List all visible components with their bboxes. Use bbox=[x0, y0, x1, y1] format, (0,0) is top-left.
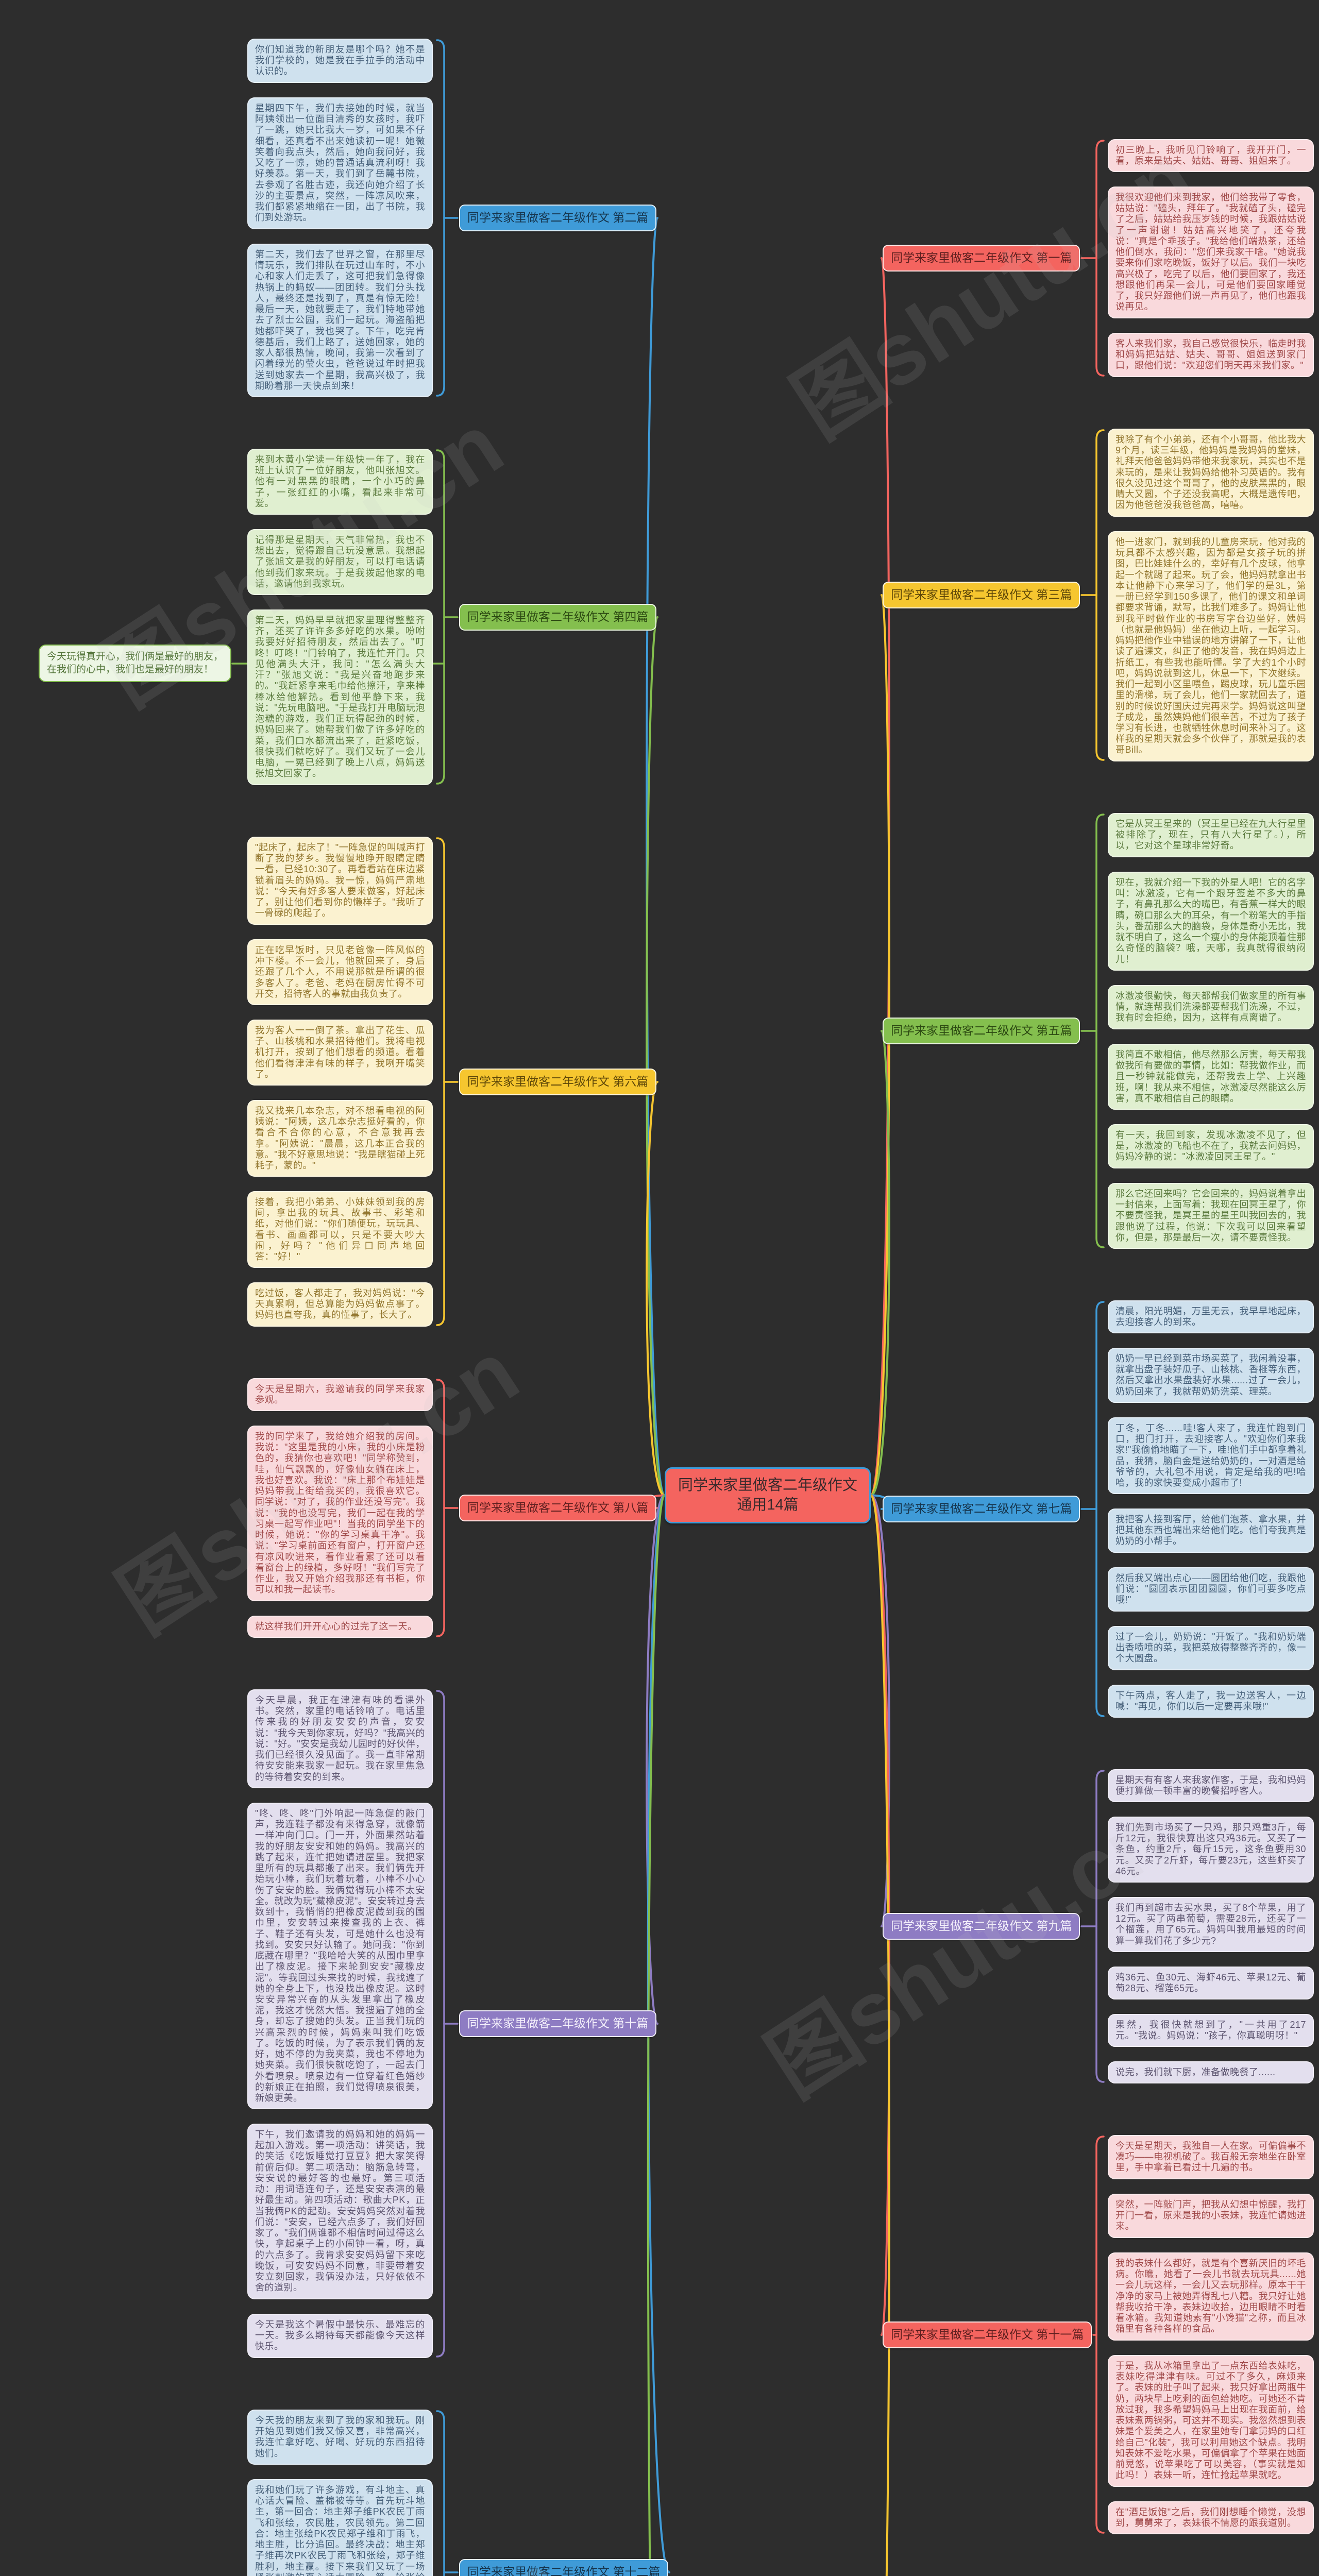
branch-label-node[interactable]: 同学来家里做客二年级作文 第十一篇 bbox=[883, 2321, 1092, 2348]
essay-paragraph-node[interactable]: 我把客人接到客厅，给他们泡茶、拿水果，并把其他东西也端出来给他们吃。他们夸我真是… bbox=[1108, 1509, 1314, 1553]
essay-paragraph-node[interactable]: 奶奶一早已经到菜市场买菜了，我闲着没事，就拿出盘子装好瓜子、山核桃、香榧等东西，… bbox=[1108, 1348, 1314, 1403]
essay-paragraph-node[interactable]: "咚、咚、咚"门外响起一阵急促的敲门声，我连鞋子都没有来得急穿，就像箭一样冲向门… bbox=[247, 1803, 433, 2110]
essay-paragraph-node[interactable]: 果然，我很快就想到了，"一共用了217元。"我说。妈妈说："孩子，你真聪明呀！" bbox=[1108, 2014, 1314, 2047]
essay-paragraph-node[interactable]: 我和她们玩了许多游戏，有斗地主、真心话大冒险、盖棉被等等。首先玩斗地主，第一回合… bbox=[247, 2479, 433, 2576]
essay-paragraph-node[interactable]: 第二天，妈妈早早就把家里理得整整齐齐，还买了许许多多好吃的水果。吩咐我要好好招待… bbox=[247, 609, 433, 785]
center-topic-node[interactable]: 同学来家里做客二年级作文通用14篇 bbox=[665, 1467, 871, 1523]
essay-paragraph-node[interactable]: 丁冬，丁冬......哇!客人来了，我连忙跑到门口，把门打开，去迎接客人。"欢迎… bbox=[1108, 1417, 1314, 1495]
essay-paragraph-node[interactable]: 我很欢迎他们来到我家，他们给我带了零食，姑姑说："磕头，拜年了。"我就磕了头，磕… bbox=[1108, 187, 1314, 318]
essay-paragraph-node[interactable]: 我的同学来了，我给她介绍我的房间。我说："这里是我的小床，我的小床是粉色的，我猜… bbox=[247, 1426, 433, 1601]
essay-paragraph-node[interactable]: 我们再到超市去买水果，买了8个苹果，用了12元。买了两串葡萄，需要28元，还买了… bbox=[1108, 1897, 1314, 1952]
essay-paragraph-node[interactable]: 今天我的朋友来到了我的家和我玩。刚开始见到她们我又惊又喜，非常高兴，我连忙拿好吃… bbox=[247, 2410, 433, 2465]
essay-paragraph-node[interactable]: 吃过饭，客人都走了，我对妈妈说："今天真累啊，但总算能为妈妈做点事了。妈妈也直夸… bbox=[247, 1282, 433, 1327]
essay-paragraph-node[interactable]: 有一天，我回到家，发现冰激凌不见了，但是，冰激凌的飞船也不在了，我就去问妈妈，妈… bbox=[1108, 1124, 1314, 1168]
floating-note-node[interactable]: 今天玩得真开心，我们俩是最好的朋友，在我们的心中，我们也是最好的朋友！ bbox=[39, 645, 231, 683]
essay-paragraph-node[interactable]: 我又找来几本杂志，对不想看电视的阿姨说："阿姨，这几本杂志挺好看的，你看合不合你… bbox=[247, 1100, 433, 1177]
branch-label-node[interactable]: 同学来家里做客二年级作文 第三篇 bbox=[883, 582, 1080, 608]
essay-paragraph-node[interactable]: 来到木黄小学读一年级快一年了，我在班上认识了一位好朋友，他叫张旭文。他有一对黑黑… bbox=[247, 449, 433, 515]
essay-paragraph-node[interactable]: 下午两点，客人走了，我一边送客人，一边喊："再见，你们以后一定要再来哦!" bbox=[1108, 1685, 1314, 1718]
essay-paragraph-node[interactable]: 今天早晨，我正在津津有味的看课外书。突然，家里的电话铃响了。电话里传来我的好朋友… bbox=[247, 1689, 433, 1788]
essay-paragraph-node[interactable]: 客人来我们家，我自己感觉很快乐，临走时我和妈妈把姑姑、姑夫、哥哥、姐姐送到家门口… bbox=[1108, 333, 1314, 377]
essay-paragraph-node[interactable]: 你们知道我的新朋友是哪个吗？她不是我们学校的，她是我在手拉手的活动中认识的。 bbox=[247, 39, 433, 83]
essay-paragraph-node[interactable]: 冰激凌很勤快，每天都帮我们做家里的所有事情，就连帮我们洗澡都要帮我们洗澡，不过，… bbox=[1108, 985, 1314, 1029]
branch-label-node[interactable]: 同学来家里做客二年级作文 第十二篇 bbox=[459, 2559, 669, 2576]
essay-paragraph-node[interactable]: 星期四下午，我们去接她的时候，就当阿姨领出一位面目清秀的女孩时，我吓了一跳，她只… bbox=[247, 97, 433, 229]
branch-label-node[interactable]: 同学来家里做客二年级作文 第七篇 bbox=[883, 1496, 1080, 1522]
essay-paragraph-node[interactable]: 下午，我们邀请我的妈妈和她的妈妈一起加入游戏。第一项活动：讲笑话，我的笑话《吃饭… bbox=[247, 2124, 433, 2299]
essay-paragraph-node[interactable]: 它是从冥王星来的（冥王星已经在九大行星里被排除了，现在，只有八大行星了。），所以… bbox=[1108, 813, 1314, 857]
essay-paragraph-node[interactable]: 清晨，阳光明媚，万里无云，我早早地起床，去迎接客人的到来。 bbox=[1108, 1300, 1314, 1334]
branch-label-node[interactable]: 同学来家里做客二年级作文 第六篇 bbox=[459, 1069, 657, 1095]
essay-paragraph-node[interactable]: 他一进家门，就到我的儿童房来玩，他对我的玩具都不太感兴趣，因为都是女孩子玩的拼图… bbox=[1108, 531, 1314, 761]
branch-label-node[interactable]: 同学来家里做客二年级作文 第十篇 bbox=[459, 2010, 657, 2037]
branch-label-node[interactable]: 同学来家里做客二年级作文 第八篇 bbox=[459, 1495, 657, 1521]
branch-label-node[interactable]: 同学来家里做客二年级作文 第五篇 bbox=[883, 1018, 1080, 1044]
branch-label-node[interactable]: 同学来家里做客二年级作文 第四篇 bbox=[459, 604, 657, 631]
essay-paragraph-node[interactable]: 初三晚上，我听见门铃响了，我开开门，一看，原来是姑夫、姑姑、哥哥、姐姐来了。 bbox=[1108, 139, 1314, 173]
branch-label-node[interactable]: 同学来家里做客二年级作文 第一篇 bbox=[883, 245, 1080, 272]
essay-paragraph-node[interactable]: 然后我又端出点心——圆团给他们吃，我跟他们说："圆团表示团团圆圆，你们可要多吃点… bbox=[1108, 1567, 1314, 1612]
essay-paragraph-node[interactable]: 我简直不敢相信，他尽然那么厉害，每天帮我做我所有要做的事情，比如：帮我做作业，而… bbox=[1108, 1044, 1314, 1110]
essay-paragraph-node[interactable]: 正在吃早饭时，只见老爸像一阵风似的冲下楼。不一会儿，他就回来了，身后还跟了几个人… bbox=[247, 939, 433, 1006]
essay-paragraph-node[interactable]: 第二天，我们去了世界之窗，在那里尽情玩乐，我们排队在玩过山车时，不小心和家人们走… bbox=[247, 244, 433, 398]
essay-paragraph-node[interactable]: 过了一会儿，奶奶说："开饭了。"我和奶奶端出香喷喷的菜，我把菜放得整整齐齐的，像… bbox=[1108, 1626, 1314, 1670]
essay-paragraph-node[interactable]: 在"酒足饭饱"之后，我们刚想睡个懒觉，没想到，舅舅来了，表妹很不情愿的跟我道别。 bbox=[1108, 2501, 1314, 2535]
branch-label-node[interactable]: 同学来家里做客二年级作文 第二篇 bbox=[459, 205, 657, 231]
essay-paragraph-node[interactable]: 我的表妹什么都好，就是有个喜新厌旧的坏毛病。你瞧，她看了一会儿书就去玩玩具...… bbox=[1108, 2252, 1314, 2341]
essay-paragraph-node[interactable]: 说完，我们就下厨，准备做晚餐了...... bbox=[1108, 2061, 1314, 2084]
essay-paragraph-node[interactable]: 我除了有个小弟弟，还有个小哥哥，他比我大9个月，读三年级，他妈妈是我妈妈的堂妹，… bbox=[1108, 429, 1314, 517]
essay-paragraph-node[interactable]: 那么它还回来吗？它会回来的，妈妈说着拿出一封信来，上面写着：我现在回冥王星了，你… bbox=[1108, 1183, 1314, 1249]
essay-paragraph-node[interactable]: 今天是我这个暑假中最快乐、最难忘的一天。我多么期待每天都能像今天这样快乐。 bbox=[247, 2314, 433, 2358]
essay-paragraph-node[interactable]: 现在，我就介绍一下我的外星人吧！它的名字叫：冰激凌，它有一个跟牙签差不多大的鼻子… bbox=[1108, 872, 1314, 971]
essay-paragraph-node[interactable]: 今天是星期天，我独自一人在家。可偏偏事不凑巧——电视机破了。我百般无奈地坐在卧室… bbox=[1108, 2135, 1314, 2179]
essay-paragraph-node[interactable]: 突然，一阵敲门声，把我从幻想中惊醒，我打开门一看，原来是我的小表妹，我连忙请她进… bbox=[1108, 2194, 1314, 2238]
essay-paragraph-node[interactable]: 记得那是星期天，天气非常热，我也不想出去，觉得跟自己玩没意思。我想起了张旭文是我… bbox=[247, 529, 433, 596]
essay-paragraph-node[interactable]: 接着，我把小弟弟、小妹妹领到我的房间，拿出我的玩具、故事书、彩笔和纸，对他们说：… bbox=[247, 1191, 433, 1268]
essay-paragraph-node[interactable]: 我为客人一一倒了茶。拿出了花生、瓜子、山核桃和水果招待他们。我将电视机打开，按到… bbox=[247, 1020, 433, 1086]
essay-paragraph-node[interactable]: 星期天有有客人来我家作客，于是，我和妈妈便打算做一顿丰富的晚餐招呼客人。 bbox=[1108, 1769, 1314, 1803]
essay-paragraph-node[interactable]: 于是，我从冰箱里拿出了一点东西给表妹吃，表妹吃得津津有味。可过不了多久，麻烦来了… bbox=[1108, 2355, 1314, 2487]
essay-paragraph-node[interactable]: 鸡36元、鱼30元、海虾46元、苹果12元、葡萄28元、榴莲65元。 bbox=[1108, 1967, 1314, 2000]
essay-paragraph-node[interactable]: 今天是星期六，我邀请我的同学来我家参观。 bbox=[247, 1378, 433, 1412]
essay-paragraph-node[interactable]: 我们先到市场买了一只鸡，那只鸡重3斤，每斤12元，我很快算出这只鸡36元。又买了… bbox=[1108, 1817, 1314, 1883]
essay-paragraph-node[interactable]: "起床了，起床了！"一阵急促的叫喊声打断了我的梦乡。我慢慢地睁开眼睛定睛一看，已… bbox=[247, 837, 433, 925]
essay-paragraph-node[interactable]: 就这样我们开开心心的过完了这一天。 bbox=[247, 1616, 433, 1638]
branch-label-node[interactable]: 同学来家里做客二年级作文 第九篇 bbox=[883, 1913, 1080, 1940]
